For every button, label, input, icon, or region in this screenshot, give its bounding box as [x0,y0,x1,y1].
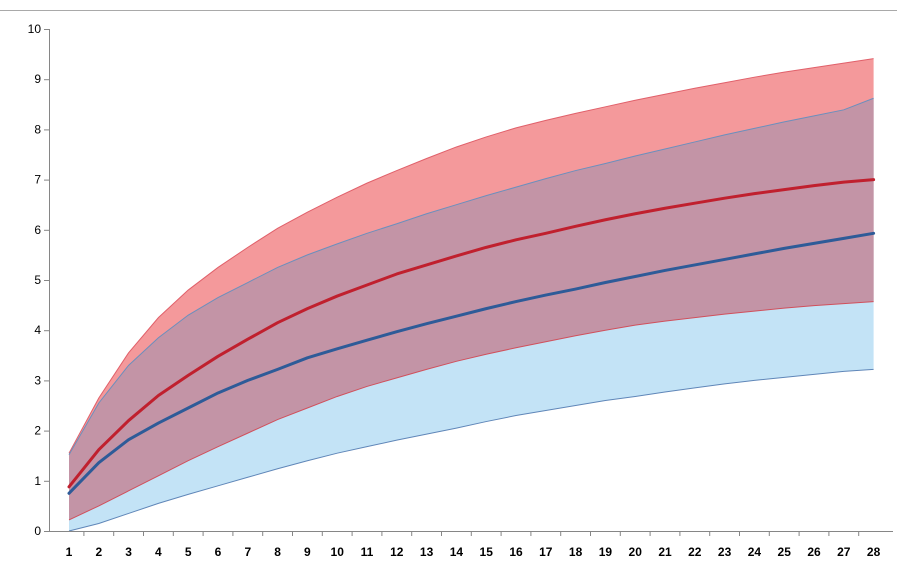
x-tick-label: 8 [274,545,281,559]
x-tick-label: 2 [95,545,102,559]
y-tick-label: 1 [34,474,41,488]
x-tick-label: 15 [480,545,494,559]
x-tick-label: 23 [718,545,732,559]
y-tick-label: 3 [34,373,41,387]
x-tick-label: 4 [155,545,162,559]
x-tick-label: 5 [185,545,192,559]
band-blue-lower-edge [68,368,874,532]
x-tick-label: 28 [867,545,881,559]
y-tick-label: 0 [34,524,41,538]
y-tick-label: 7 [34,173,41,187]
x-tick-label: 25 [778,545,792,559]
x-tick-label: 17 [539,545,553,559]
y-tick-label: 2 [34,424,41,438]
x-tick-label: 12 [390,545,404,559]
x-tick-label: 21 [658,545,672,559]
bands-layer [68,58,874,532]
y-tick-label: 9 [34,72,41,86]
x-tick-label: 7 [244,545,251,559]
band-blue-upper-edge [68,97,874,455]
x-tick-label: 11 [361,545,374,559]
x-tick-label: 10 [331,545,345,559]
x-tick-label: 24 [748,545,762,559]
series-layer [67,178,876,495]
x-tick-label: 1 [66,545,73,559]
y-tick-label: 6 [34,223,41,237]
series-line-1 [67,178,876,489]
band-red-lower-edge [68,301,874,521]
x-tick-label: 14 [450,545,464,559]
x-tick-label: 26 [807,545,821,559]
y-tick-label: 8 [34,122,41,136]
y-tick-label: 10 [28,22,42,36]
x-tick-label: 6 [215,545,222,559]
series-line-2 [67,231,876,495]
band-overlap [69,98,874,520]
band-red-upper-edge [68,58,874,454]
x-tick-label: 18 [569,545,583,559]
x-tick-label: 16 [509,545,523,559]
y-tick-label: 4 [34,323,41,337]
x-tick-label: 22 [688,545,702,559]
x-tick-label: 20 [629,545,643,559]
y-tick-label: 5 [34,273,41,287]
x-tick-label: 27 [837,545,851,559]
x-tick-label: 19 [599,545,613,559]
x-tick-label: 13 [420,545,434,559]
x-tick-label: 3 [125,545,132,559]
x-tick-label: 9 [304,545,311,559]
